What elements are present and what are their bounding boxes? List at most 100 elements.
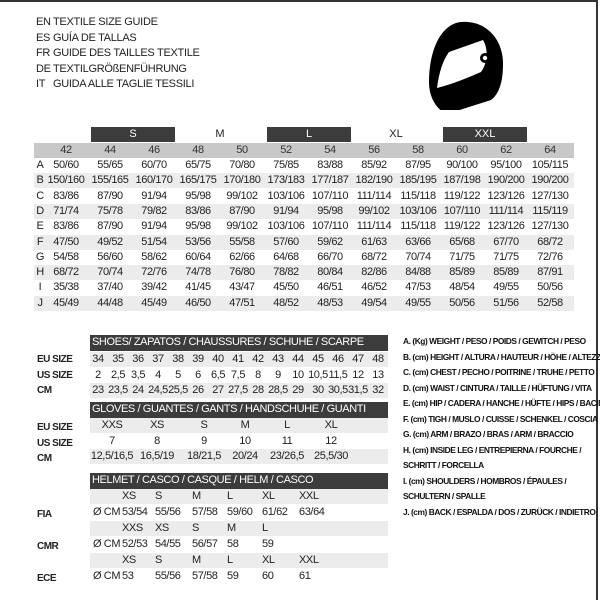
row-letter: E [36, 220, 44, 233]
size-label: S [155, 490, 162, 502]
table-cell: 24 [132, 384, 144, 396]
table-cell: 76/80 [229, 266, 255, 279]
row-stripe [90, 449, 388, 464]
table-cell: 48/52 [273, 296, 299, 309]
table-cell: 190/200 [487, 174, 525, 187]
size-label: M [192, 490, 201, 502]
table-cell: 28,5 [268, 384, 288, 396]
size-group-xl: XL [389, 128, 403, 140]
table-cell: 165/175 [179, 174, 217, 187]
column-header: 46 [148, 144, 160, 156]
table-cell: 4 [155, 368, 161, 381]
table-cell: 10 [239, 434, 251, 447]
size-label: L [227, 554, 233, 566]
table-cell: 95/98 [317, 204, 343, 217]
title-text: GUIDE DES TAILLES TEXTILE [53, 47, 200, 59]
table-cell: 36 [132, 353, 144, 365]
column-header: 48 [192, 144, 204, 156]
column-header: 44 [104, 144, 116, 156]
table-cell: 54/55 [155, 538, 181, 550]
table-cell: 41 [232, 353, 244, 365]
table-cell: 53 [122, 570, 134, 582]
table-cell: 57/58 [192, 570, 218, 582]
table-cell: 85/92 [361, 159, 387, 171]
table-cell: 103/106 [267, 189, 305, 202]
table-cell: 99/102 [358, 204, 390, 217]
table-cell: 8 [154, 434, 160, 447]
row-stripe [34, 203, 574, 219]
table-cell: 25,5 [168, 384, 188, 396]
size-group-l: L [267, 127, 351, 142]
table-cell: 31,5 [348, 384, 368, 396]
table-cell: 3,5 [130, 368, 146, 381]
table-cell: 54/58 [53, 250, 79, 263]
table-cell: 71/75 [493, 250, 519, 263]
helmet-icon [429, 21, 503, 110]
standard-label: ECE [37, 573, 57, 584]
language-code: EN [36, 16, 51, 28]
legend-line: SCHRITT / FORCELLA [403, 460, 484, 470]
table-cell: 24,5 [148, 384, 168, 396]
language-code: DE [36, 62, 51, 75]
table-cell: 59 [227, 570, 239, 582]
legend-line: I. (cm) SHOULDERS / HOMBROS / ÉPAULES / [403, 475, 567, 486]
table-cell: 58 [227, 538, 239, 550]
table-cell: 25,5/30 [314, 450, 348, 462]
table-cell: 99/102 [226, 220, 258, 233]
table-cell: 13 [372, 368, 384, 381]
table-cell: 61 [299, 570, 311, 582]
table-cell: 55/58 [229, 235, 255, 248]
column-header: 58 [412, 144, 424, 156]
helmet-header: HELMET / CASCO / CASQUE / HELM / CASCO [90, 473, 388, 489]
row-stripe [90, 352, 388, 367]
legend-line: E. (cm) HIP / CADERA / HANCHE / HÜFTE / … [403, 398, 600, 408]
table-cell: 67/70 [493, 235, 519, 248]
column-header: 50 [236, 144, 248, 156]
language-code: FR [36, 47, 51, 59]
table-cell: 115/118 [400, 189, 436, 202]
table-cell: 30 [312, 384, 324, 396]
table-cell: 12 [325, 434, 337, 447]
table-cell: 49/52 [97, 235, 123, 248]
row-letter: A [36, 159, 44, 171]
table-cell: 11 [281, 434, 293, 447]
table-cell: 20/24 [232, 450, 258, 462]
table-cell: 49/54 [361, 296, 387, 309]
table-cell: 60 [262, 570, 274, 582]
table-cell: 75/85 [273, 159, 299, 171]
table-cell: 46/52 [361, 281, 387, 294]
legend-line: H. (cm) INSIDE LEG / ENTREPIERNA / FOURC… [403, 444, 582, 455]
table-cell: 55/65 [97, 159, 123, 171]
table-cell: M [240, 419, 250, 431]
table-cell: 47 [352, 353, 364, 365]
row-letter: J [37, 296, 43, 309]
size-label: L [227, 490, 233, 502]
row-label: EU SIZE [37, 354, 73, 365]
row-label: US SIZE [37, 369, 73, 381]
table-cell: 63/66 [405, 235, 431, 248]
table-cell: 170/180 [223, 174, 261, 187]
column-header: 54 [324, 144, 336, 156]
table-cell: 71/74 [53, 204, 79, 217]
table-cell: 49/55 [405, 296, 431, 309]
table-cell: 177/187 [311, 174, 349, 187]
table-cell: 119/122 [443, 189, 481, 202]
table-cell: 173/183 [267, 174, 305, 187]
table-cell: 79/82 [141, 204, 167, 217]
column-header: 60 [456, 144, 468, 156]
table-cell: 7 [109, 434, 115, 447]
table-cell: 55/56 [155, 506, 181, 518]
table-cell: 103/106 [267, 220, 305, 233]
table-cell: 59/62 [317, 235, 343, 248]
table-cell: 9 [275, 368, 281, 381]
size-label: S [192, 522, 199, 534]
table-cell: 48 [372, 353, 384, 365]
table-cell: 59/60 [227, 506, 253, 518]
table-cell: 83/86 [185, 204, 211, 217]
size-label: XS [122, 490, 136, 502]
table-cell: 10,5 [308, 368, 328, 381]
table-cell: 2,5 [110, 368, 126, 381]
table-cell: 55/56 [155, 570, 181, 582]
table-cell: 105/115 [531, 159, 569, 171]
column-header: 62 [500, 144, 512, 156]
